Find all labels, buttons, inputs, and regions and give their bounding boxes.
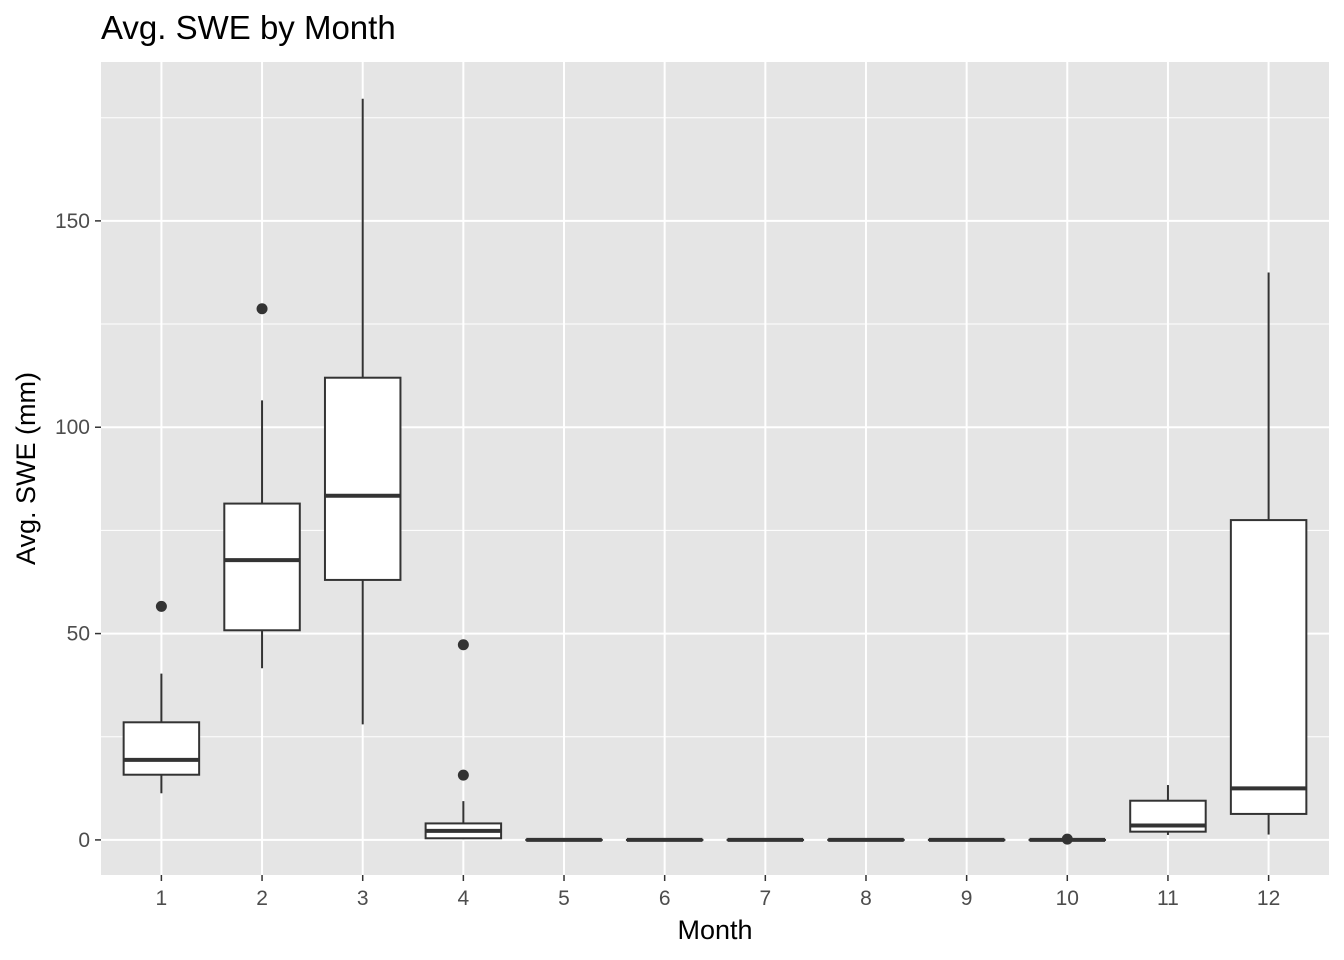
box-series — [122, 98, 1308, 845]
box-iqr — [223, 502, 301, 632]
x-tick-label: 5 — [558, 887, 570, 910]
y-tick-label: 0 — [78, 829, 90, 852]
x-tick-label: 10 — [1056, 887, 1079, 910]
x-tick-label: 12 — [1257, 887, 1280, 910]
x-axis: 1 2 3 4 5 6 7 8 9 10 11 12 — [156, 875, 1280, 910]
y-axis-title: Avg. SWE (mm) — [11, 372, 41, 565]
x-tick-label: 11 — [1157, 887, 1179, 910]
box-month-11 — [1129, 785, 1207, 835]
x-tick-label: 1 — [156, 887, 168, 910]
x-axis-title: Month — [677, 915, 752, 945]
box-month-2 — [223, 303, 301, 669]
x-tick-label: 4 — [458, 887, 470, 910]
box-iqr — [122, 721, 201, 776]
outlier-point — [1061, 833, 1073, 845]
box-iqr — [1229, 519, 1308, 815]
box-month-12 — [1229, 272, 1308, 835]
plot-panel — [101, 62, 1329, 875]
chart-title: Avg. SWE by Month — [101, 9, 396, 46]
box-month-1 — [122, 600, 201, 794]
box-iqr — [323, 376, 402, 581]
y-tick-label: 150 — [55, 210, 90, 233]
outlier-point — [155, 600, 167, 612]
y-tick-label: 50 — [67, 623, 90, 646]
outlier-point — [256, 303, 268, 315]
y-tick-label: 100 — [55, 416, 90, 439]
x-tick-label: 3 — [357, 887, 369, 910]
x-tick-label: 7 — [759, 887, 771, 910]
box-month-3 — [323, 98, 402, 725]
y-axis: 0 50 100 150 — [55, 210, 101, 852]
box-month-10 — [1028, 833, 1107, 845]
outlier-point — [457, 639, 469, 651]
outlier-point — [457, 769, 469, 781]
x-tick-label: 6 — [659, 887, 671, 910]
x-tick-label: 8 — [860, 887, 872, 910]
box-month-4 — [424, 639, 503, 840]
x-tick-label: 9 — [961, 887, 973, 910]
x-tick-label: 2 — [256, 887, 268, 910]
